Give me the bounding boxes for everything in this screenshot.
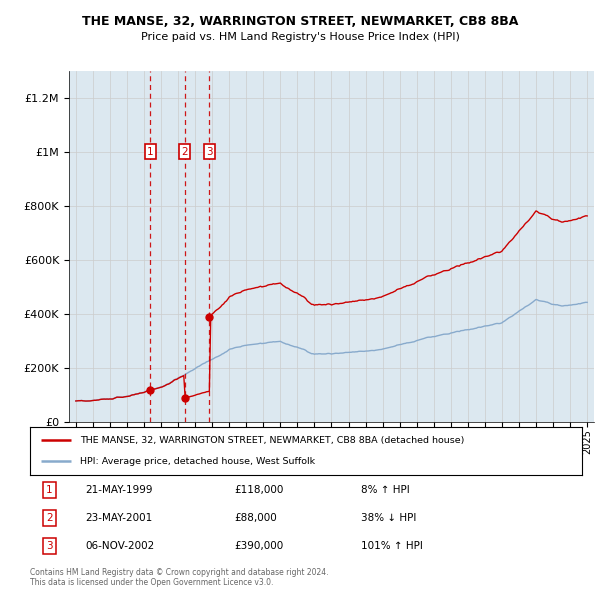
Text: 3: 3 [46,541,53,551]
Text: 1: 1 [147,147,154,157]
Text: Price paid vs. HM Land Registry's House Price Index (HPI): Price paid vs. HM Land Registry's House … [140,32,460,42]
Text: 2: 2 [181,147,188,157]
Text: THE MANSE, 32, WARRINGTON STREET, NEWMARKET, CB8 8BA: THE MANSE, 32, WARRINGTON STREET, NEWMAR… [82,15,518,28]
Text: THE MANSE, 32, WARRINGTON STREET, NEWMARKET, CB8 8BA (detached house): THE MANSE, 32, WARRINGTON STREET, NEWMAR… [80,435,464,445]
Text: 38% ↓ HPI: 38% ↓ HPI [361,513,416,523]
Text: 1: 1 [46,485,53,495]
Text: £88,000: £88,000 [234,513,277,523]
Text: 8% ↑ HPI: 8% ↑ HPI [361,485,410,495]
Text: 06-NOV-2002: 06-NOV-2002 [85,541,154,551]
Text: 2: 2 [46,513,53,523]
Text: Contains HM Land Registry data © Crown copyright and database right 2024.
This d: Contains HM Land Registry data © Crown c… [30,568,329,587]
Text: HPI: Average price, detached house, West Suffolk: HPI: Average price, detached house, West… [80,457,315,466]
Text: £118,000: £118,000 [234,485,284,495]
Text: 101% ↑ HPI: 101% ↑ HPI [361,541,423,551]
Text: £390,000: £390,000 [234,541,283,551]
Text: 23-MAY-2001: 23-MAY-2001 [85,513,152,523]
Text: 3: 3 [206,147,213,157]
Text: 21-MAY-1999: 21-MAY-1999 [85,485,152,495]
